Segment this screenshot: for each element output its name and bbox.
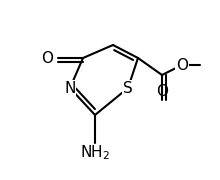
Text: NH$_2$: NH$_2$ (80, 143, 110, 162)
Text: O: O (156, 84, 168, 99)
Text: N: N (64, 80, 76, 96)
Text: O: O (176, 57, 188, 73)
Text: O: O (41, 51, 53, 66)
Text: S: S (123, 80, 133, 96)
